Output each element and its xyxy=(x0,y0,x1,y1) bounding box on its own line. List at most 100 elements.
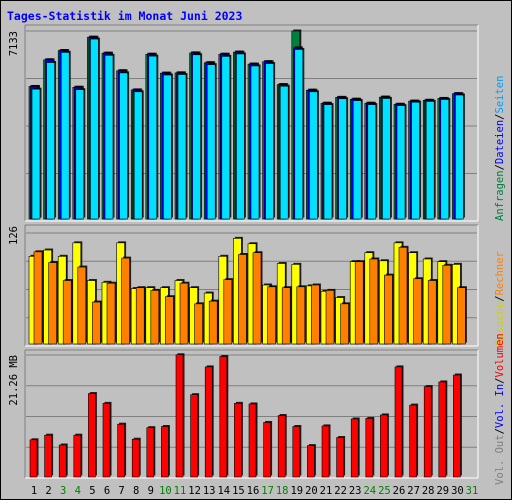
bar-volumen-day-22 xyxy=(336,437,344,478)
bar-volumen-day-3 xyxy=(58,444,67,478)
right-legend-group-3: Vol. Out/Vol. In/Volumen xyxy=(494,333,506,485)
bar-seiten-day-30 xyxy=(455,94,464,220)
x-tick-label-day-8: 8 xyxy=(133,485,139,497)
x-tick-label-day-3: 3 xyxy=(60,485,66,497)
x-tick-label-day-7: 7 xyxy=(118,485,124,497)
bar-seiten-day-7 xyxy=(119,72,128,220)
bar-volumen-day-20 xyxy=(307,445,315,478)
bar-seiten-day-19 xyxy=(294,49,304,220)
x-tick-label-day-26: 26 xyxy=(393,485,406,497)
right-legend-group-2: Besuche/Rechner xyxy=(494,251,506,346)
bar-rechner-day-24 xyxy=(369,258,379,345)
bar-rechner-day-4 xyxy=(77,266,87,345)
bar-volumen-day-13 xyxy=(204,366,213,478)
bar-seiten-day-25 xyxy=(382,98,391,220)
bar-rechner-day-12 xyxy=(194,303,203,345)
bar-volumen-day-17 xyxy=(263,422,271,478)
legend-separator: / xyxy=(494,378,506,384)
bar-volumen-day-24 xyxy=(365,418,374,478)
bar-seiten-day-5 xyxy=(90,38,99,220)
x-tick-label-day-18: 18 xyxy=(276,485,289,497)
legend-separator: / xyxy=(494,428,506,434)
x-tick-label-day-20: 20 xyxy=(305,485,318,497)
bar-volumen-day-11 xyxy=(175,354,184,478)
x-tick-label-day-4: 4 xyxy=(75,485,81,497)
legend-separator: / xyxy=(494,295,506,301)
bar-seiten-day-18 xyxy=(279,85,289,220)
bar-volumen-day-28 xyxy=(423,386,432,478)
bar-seiten-day-24 xyxy=(367,104,377,220)
bar-rechner-day-22 xyxy=(340,303,349,345)
bar-volumen-day-1 xyxy=(29,439,38,478)
bar-seiten-day-17 xyxy=(265,63,274,220)
x-tick-label-day-28: 28 xyxy=(422,485,435,497)
x-tick-label-day-24: 24 xyxy=(363,485,376,497)
legend-entry-dateien: Dateien xyxy=(494,120,506,164)
x-tick-label-day-19: 19 xyxy=(290,485,303,497)
bar-volumen-day-9 xyxy=(146,427,155,478)
bar-volumen-day-27 xyxy=(409,404,417,478)
legend-separator: / xyxy=(494,114,506,120)
bar-volumen-day-10 xyxy=(161,426,169,478)
bar-volumen-day-12 xyxy=(190,394,198,478)
bar-volumen-day-16 xyxy=(248,403,257,478)
y-max-label-bottom: 21.26 MB xyxy=(8,355,20,406)
chart-title: Tages-Statistik im Monat Juni 2023 xyxy=(7,9,242,23)
bar-volumen-day-15 xyxy=(234,403,242,478)
bar-rechner-day-2 xyxy=(48,262,57,345)
x-tick-label-day-11: 11 xyxy=(174,485,187,497)
bar-volumen-day-30 xyxy=(453,374,461,478)
right-legend-group-1: Anfragen/Dateien/Seiten xyxy=(494,76,506,221)
bar-rechner-day-16 xyxy=(252,252,262,345)
bar-seiten-day-21 xyxy=(323,104,333,220)
legend-entry-besuche: Besuche xyxy=(494,302,506,346)
bar-seiten-day-15 xyxy=(236,53,245,220)
x-tick-label-day-16: 16 xyxy=(247,485,260,497)
bar-rechner-day-29 xyxy=(442,264,452,345)
x-tick-label-day-1: 1 xyxy=(31,485,37,497)
bar-volumen-day-6 xyxy=(102,403,111,478)
x-tick-label-day-14: 14 xyxy=(217,485,230,497)
bar-rechner-day-26 xyxy=(398,247,408,345)
x-tick-label-day-12: 12 xyxy=(188,485,201,497)
bar-rechner-day-11 xyxy=(179,282,189,345)
bar-volumen-day-5 xyxy=(88,393,96,478)
bar-rechner-day-17 xyxy=(267,286,276,345)
bar-seiten-day-3 xyxy=(60,52,70,220)
x-tick-label-day-6: 6 xyxy=(104,485,110,497)
legend-entry-volumen: Volumen xyxy=(494,333,506,377)
bar-seiten-day-6 xyxy=(104,55,114,220)
bar-seiten-day-13 xyxy=(206,64,216,220)
y-max-label-top: 7133 xyxy=(8,31,20,56)
bar-rechner-day-10 xyxy=(165,296,174,345)
x-tick-label-day-9: 9 xyxy=(148,485,154,497)
bar-seiten-day-22 xyxy=(338,98,347,220)
bar-rechner-day-7 xyxy=(121,257,130,345)
bar-rechner-day-23 xyxy=(354,261,364,345)
legend-separator: / xyxy=(494,164,506,170)
bar-volumen-day-7 xyxy=(117,423,125,478)
bar-rechner-day-19 xyxy=(296,286,306,345)
x-tick-label-day-31: 31 xyxy=(466,485,479,497)
bar-rechner-day-27 xyxy=(413,278,422,345)
bar-rechner-day-18 xyxy=(281,287,291,345)
bar-volumen-day-26 xyxy=(394,366,403,478)
bar-seiten-day-9 xyxy=(148,55,158,220)
bar-volumen-day-25 xyxy=(380,414,388,478)
bar-rechner-day-6 xyxy=(106,282,116,345)
bar-rechner-day-8 xyxy=(135,287,145,345)
bar-seiten-day-28 xyxy=(425,101,435,220)
x-tick-label-day-5: 5 xyxy=(89,485,95,497)
x-tick-label-day-21: 21 xyxy=(320,485,333,497)
bar-volumen-day-29 xyxy=(438,381,447,478)
legend-entry-vol-out: Vol. Out xyxy=(494,434,506,485)
bar-rechner-day-15 xyxy=(238,254,247,345)
bar-rechner-day-28 xyxy=(427,280,437,345)
bar-rechner-day-13 xyxy=(208,300,218,345)
x-tick-label-day-23: 23 xyxy=(349,485,362,497)
bar-seiten-day-26 xyxy=(396,105,406,220)
bar-volumen-day-8 xyxy=(131,438,140,478)
bar-rechner-day-5 xyxy=(92,301,101,345)
x-tick-label-day-25: 25 xyxy=(378,485,391,497)
